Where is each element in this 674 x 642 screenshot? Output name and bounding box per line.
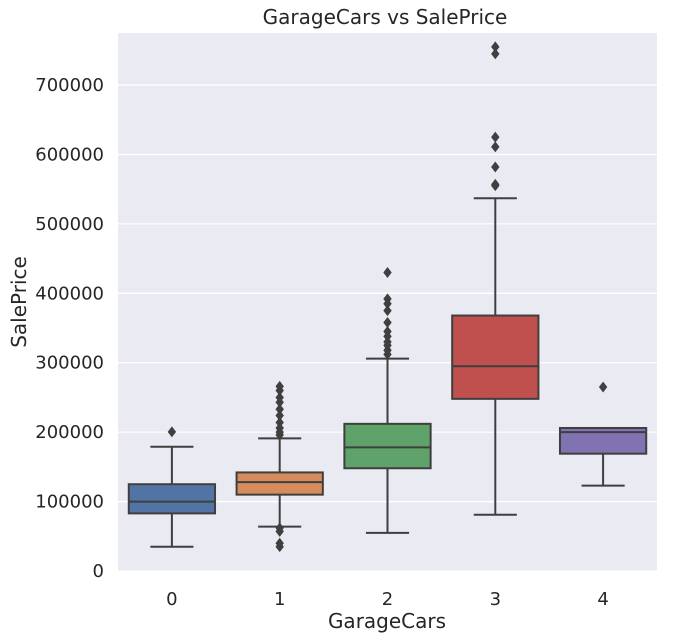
outlier-point [383, 317, 392, 328]
boxes [127, 41, 648, 553]
box-group-0 [127, 426, 217, 548]
x-axis-ticks: 0 1 2 3 4 [166, 589, 609, 610]
y-tick-label: 100000 [35, 492, 104, 513]
y-axis-title: SalePrice [7, 256, 31, 348]
x-tick-label: 3 [490, 589, 501, 610]
x-axis-title: GarageCars [328, 609, 446, 633]
box-group-2 [343, 267, 432, 534]
outlier-point [275, 422, 284, 434]
outlier-point [383, 305, 392, 317]
box [235, 471, 324, 496]
y-tick-label: 400000 [35, 283, 104, 304]
x-tick-label: 1 [274, 589, 285, 610]
outlier-point [383, 336, 392, 348]
outlier-point [275, 391, 284, 403]
outlier-point [167, 426, 177, 438]
x-tick-label: 4 [597, 589, 608, 610]
box [127, 483, 217, 515]
chart-title: GarageCars vs SalePrice [263, 5, 508, 29]
outlier-point [383, 267, 392, 278]
outlier-point [598, 381, 608, 393]
outlier-point [491, 48, 500, 60]
outlier-point [383, 293, 392, 305]
y-tick-label: 500000 [35, 214, 104, 235]
outlier-point [275, 416, 284, 428]
outlier-point [491, 131, 500, 143]
box [343, 422, 432, 470]
outlier-point [275, 380, 284, 392]
outlier-point [491, 41, 500, 53]
x-tick-label: 0 [166, 589, 177, 610]
box-group-3 [451, 41, 540, 516]
y-tick-label: 600000 [35, 144, 104, 165]
box-group-1 [235, 380, 324, 553]
outlier-point [491, 178, 500, 190]
outlier-point [275, 403, 284, 415]
outlier-point [491, 161, 500, 173]
outlier-point [275, 537, 284, 549]
y-tick-label: 200000 [35, 422, 104, 443]
outlier-point [491, 141, 500, 153]
outlier-point [275, 410, 284, 421]
box-group-4 [558, 381, 648, 487]
y-axis-ticks: 0 100000 200000 300000 400000 500000 600000 700… [35, 75, 104, 582]
outlier-point [275, 522, 284, 534]
y-tick-label: 0 [93, 561, 104, 582]
outlier-point [383, 326, 392, 337]
x-tick-label: 2 [382, 589, 393, 610]
y-tick-label: 700000 [35, 75, 104, 96]
y-tick-label: 300000 [35, 353, 104, 374]
box [451, 314, 540, 400]
